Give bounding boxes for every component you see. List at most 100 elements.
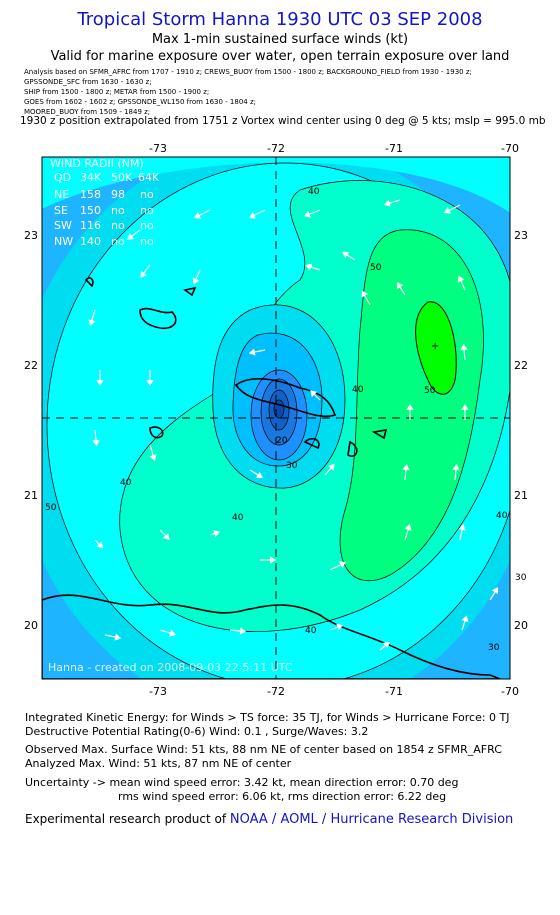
lon-tick-top: -72 [267, 142, 285, 155]
page-title: Tropical Storm Hanna 1930 UTC 03 SEP 200… [77, 9, 483, 30]
wind-arrow-head [248, 348, 256, 356]
lon-tick-top: -73 [149, 142, 167, 155]
wind-arrow-head [192, 277, 200, 285]
wind-radii-cell: no [111, 204, 125, 217]
wind-radii-cell: 98 [111, 188, 125, 201]
wind-arrow-head [92, 439, 100, 447]
wind-arrow-head [114, 633, 122, 641]
lat-tick-left: 20 [24, 619, 38, 632]
ike-line: Integrated Kinetic Energy: for Winds > T… [25, 711, 510, 724]
subtitle-validity: Valid for marine exposure over water, op… [50, 49, 510, 64]
wind-arrow-head [457, 275, 465, 283]
uncertainty-line: Uncertainty -> mean wind speed error: 3.… [25, 776, 459, 789]
wind-arrow-head [443, 207, 451, 214]
dpr-line: Destructive Potential Rating(0-6) Wind: … [25, 725, 369, 738]
wind-radii-cell: no [111, 235, 125, 248]
lon-tick-top: -70 [501, 142, 519, 155]
wind-arrow-head [239, 627, 247, 635]
wind-arrow-head [305, 263, 313, 271]
wind-arrow-head [342, 251, 350, 259]
wind-arrow-head [404, 523, 412, 531]
outer-ring [42, 157, 510, 213]
contour-label: 30 [488, 643, 500, 653]
contour-label: 40 [305, 626, 317, 636]
contour-label: 30 [515, 573, 527, 583]
contour-label: 20 [276, 436, 288, 446]
wind-radii-cell: 140 [80, 235, 101, 248]
credit-line: Experimental research product of NOAA / … [25, 812, 513, 827]
lon-tick-top: -71 [385, 142, 403, 155]
wind-arrow-head [248, 212, 256, 219]
wind-arrow-head [146, 380, 154, 387]
wind-radii-cell: SW [54, 219, 72, 232]
hrd-link[interactable]: NOAA / AOML / Hurricane Research Divisio… [229, 812, 514, 827]
wind-arrow-head [140, 270, 147, 278]
wind-radii-col: 50K [111, 171, 133, 184]
wind-arrow-head [339, 561, 347, 568]
contour-label: 50 [45, 503, 57, 513]
lat-tick-right: 23 [514, 229, 528, 242]
position-line: 1930 z position extrapolated from 1751 z… [20, 115, 546, 127]
analysis-line: GOES from 1602 - 1602 z; GPSSONDE_WL150 … [24, 98, 257, 106]
contour-label: 40 [308, 187, 320, 197]
wind-radii-cell: no [140, 204, 154, 217]
lon-tick-bottom: -70 [501, 685, 519, 698]
wind-map: -73 -72 -71 -70 -73 -72 -71 -70 23 22 21… [24, 142, 528, 698]
wind-radii-cell: no [140, 188, 154, 201]
observed-max-line: Observed Max. Surface Wind: 51 kts, 88 n… [25, 743, 502, 756]
wind-radii-table: WIND RADII (NM) QD 34K 50K 64K NE 158 98… [50, 157, 160, 248]
lat-tick-right: 21 [514, 489, 528, 502]
coastlines [42, 277, 501, 679]
wind-arrow-head [452, 463, 460, 471]
contour-label: 40 [232, 513, 244, 523]
contour-label: 40 [496, 511, 508, 521]
wind-arrow-head [406, 403, 414, 410]
wind-radii-cell: 150 [80, 204, 101, 217]
wind-arrow-head [303, 210, 311, 218]
wind-arrow-head [162, 532, 170, 540]
lon-tick-bottom: -71 [385, 685, 403, 698]
wind-arrow-head [461, 403, 469, 410]
lat-tick-left: 21 [24, 489, 38, 502]
wind-arrow-head [382, 641, 390, 649]
wind-arrow-head [149, 454, 157, 462]
wind-arrow-head [96, 380, 104, 387]
wind-arrow-head [361, 290, 369, 298]
lat-tick-right: 20 [514, 619, 528, 632]
contour-label: 40 [120, 478, 132, 488]
wind-arrow-head [127, 233, 135, 240]
max-wind-marker: + [431, 341, 439, 352]
wind-arrow-head [213, 530, 221, 537]
wind-arrow-head [310, 390, 318, 398]
wind-arrow-head [491, 587, 499, 595]
contour-label: 50 [424, 386, 436, 396]
contour-label: 30 [286, 461, 298, 471]
wind-radii-cell: no [140, 235, 154, 248]
lat-tick-left: 22 [24, 359, 38, 372]
wind-radii-cell: no [111, 219, 125, 232]
uncertainty-rms-line: rms wind speed error: 6.06 kt, rms direc… [118, 790, 447, 803]
lat-tick-left: 23 [24, 229, 38, 242]
lon-tick-bottom: -73 [149, 685, 167, 698]
credit-prefix: Experimental research product of [25, 812, 230, 826]
wind-arrow-head [193, 212, 201, 219]
contour-label: 40 [352, 385, 364, 395]
wind-arrow-head [458, 523, 466, 531]
wind-radii-cell: NW [54, 235, 73, 248]
contour-60 [415, 301, 457, 395]
wind-arrow-head [460, 343, 468, 351]
wind-arrow-head [328, 463, 335, 471]
wind-radii-cell: NE [54, 188, 69, 201]
wind-arrow-head [336, 623, 344, 631]
wind-radii-col: 34K [80, 171, 102, 184]
contour-label: 50 [370, 263, 382, 273]
wind-arrow-head [270, 556, 277, 564]
analysis-line: MOORED_BUOY from 1509 - 1849 z; [24, 108, 151, 116]
wind-arrow-head [402, 463, 410, 471]
wind-arrow-head [88, 319, 96, 327]
wind-radii-cell: no [140, 219, 154, 232]
wind-radii-cell: 158 [80, 188, 101, 201]
subtitle-units: Max 1-min sustained surface winds (kt) [151, 32, 409, 47]
wind-arrow-head [461, 615, 469, 623]
wind-arrow-head [169, 629, 177, 637]
